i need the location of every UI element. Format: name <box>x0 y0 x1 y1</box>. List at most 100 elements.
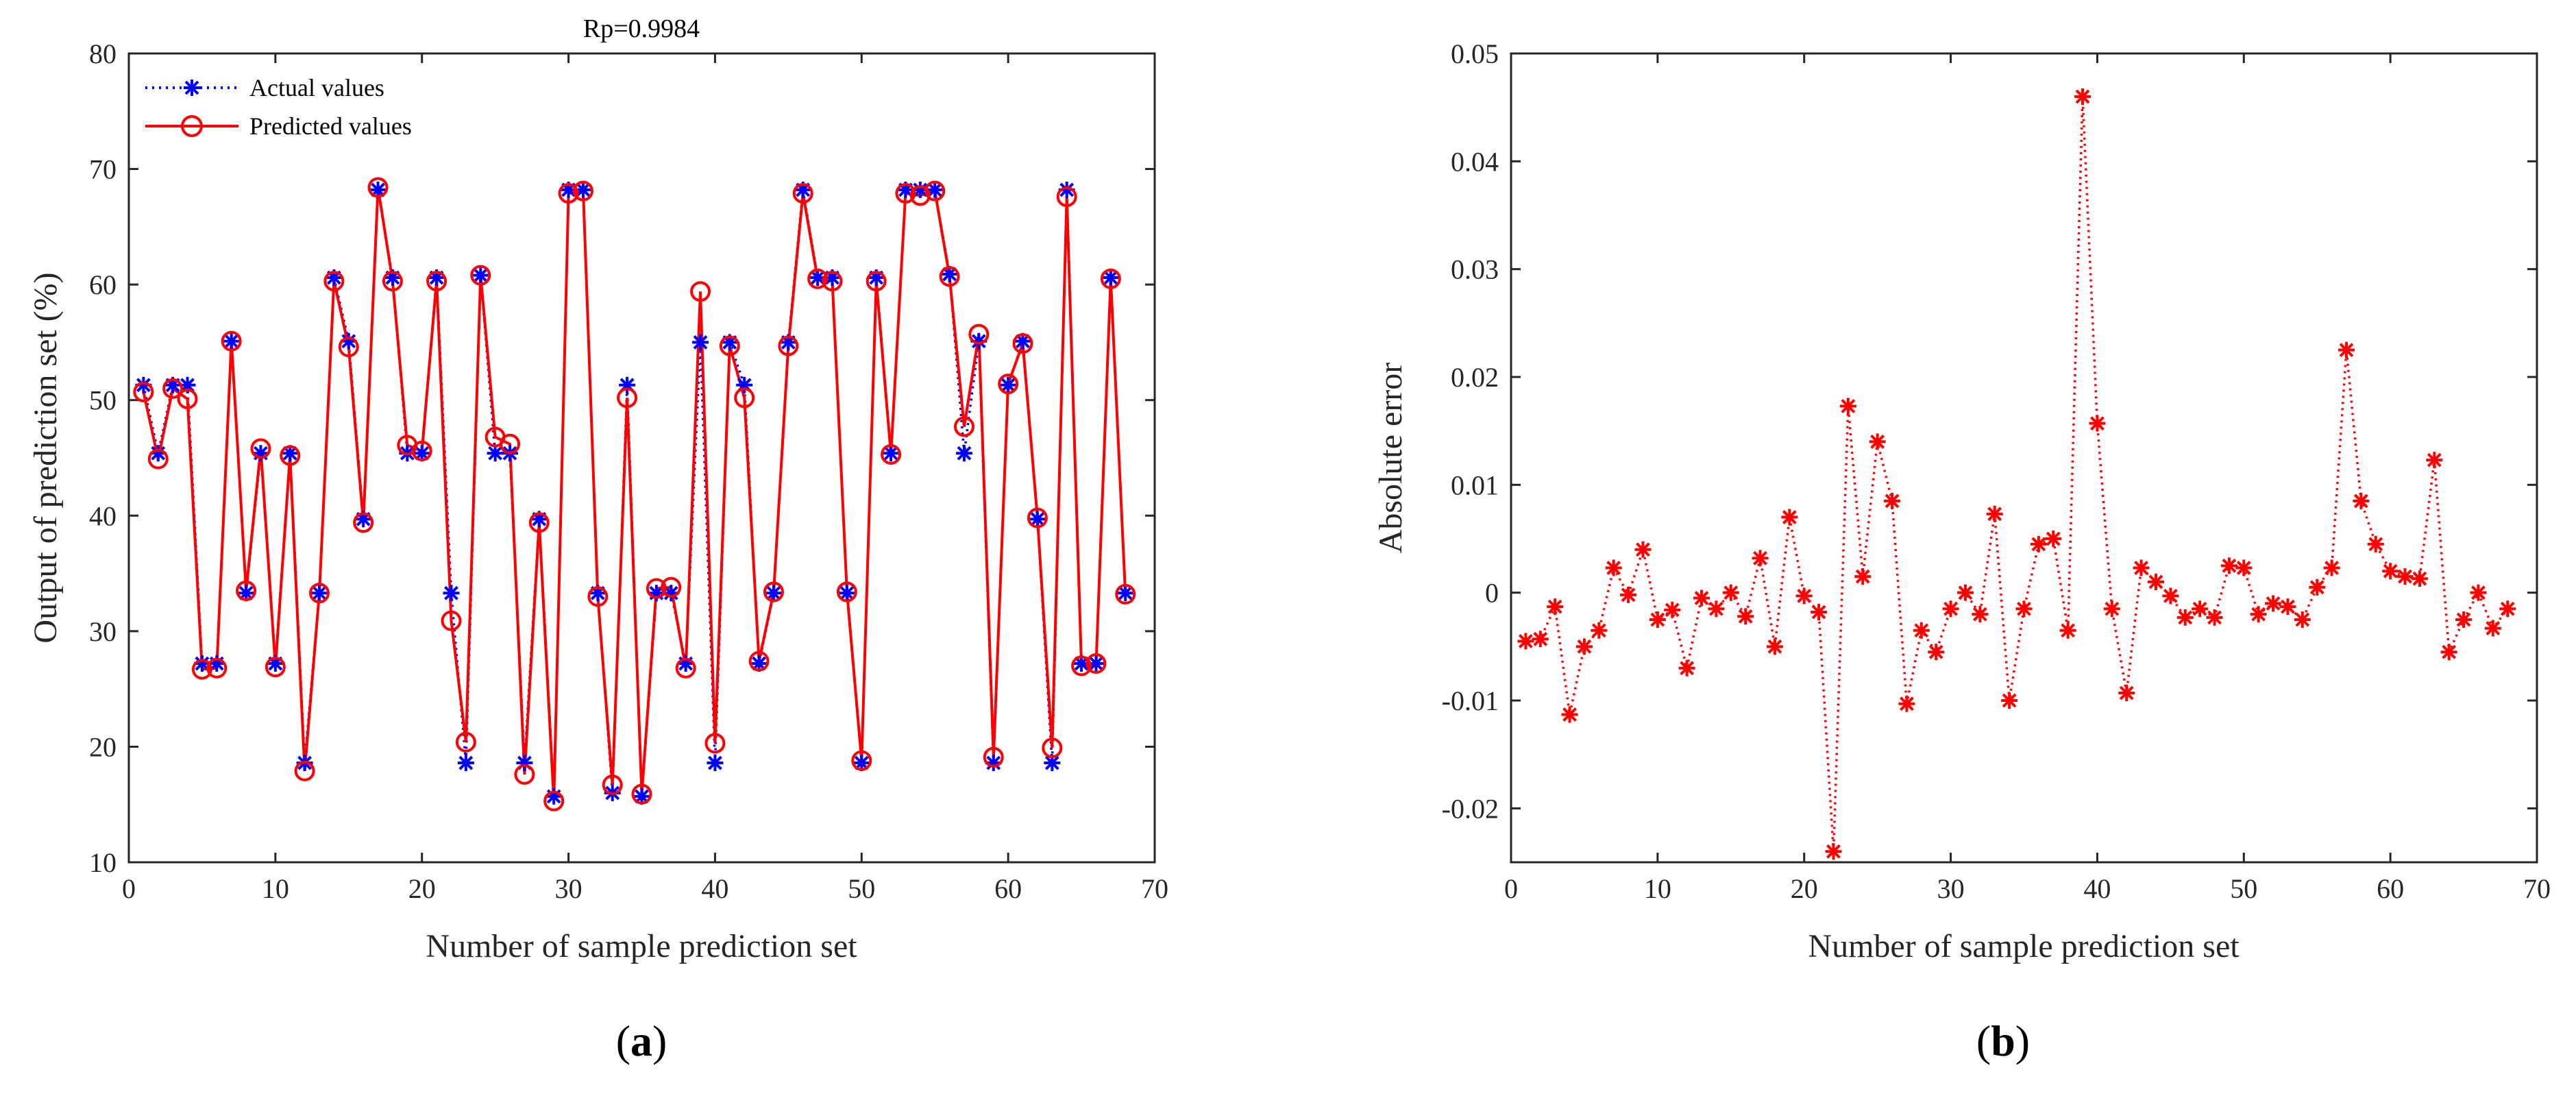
data-point-absolute-error <box>2147 573 2164 590</box>
data-point-absolute-error <box>2309 579 2326 596</box>
data-point-predicted <box>1012 333 1033 354</box>
data-point-actual-values <box>1029 511 1046 528</box>
data-point-predicted <box>1027 507 1048 528</box>
data-point-predicted <box>675 657 696 679</box>
data-point-predicted <box>558 182 579 204</box>
data-point-absolute-error <box>2103 600 2120 618</box>
y-tick-label: 0.01 <box>1451 470 1499 500</box>
data-point-absolute-error <box>2279 598 2296 616</box>
data-point-absolute-error <box>1561 706 1578 723</box>
data-point-predicted <box>382 271 403 292</box>
data-point-predicted <box>953 416 974 437</box>
data-point-absolute-error <box>2484 620 2501 637</box>
data-point-predicted <box>1115 583 1136 605</box>
data-point-absolute-error <box>2367 535 2384 552</box>
data-point-actual-values <box>1088 655 1105 672</box>
series-markers-b <box>1517 88 2516 860</box>
data-point-predicted <box>807 268 829 289</box>
data-point-predicted <box>763 581 784 602</box>
x-tick-label: 40 <box>701 873 728 904</box>
data-point-absolute-error <box>1649 611 1666 628</box>
x-tick-label: 30 <box>1937 873 1965 904</box>
legend-actual-label: Actual values <box>249 74 384 101</box>
x-tick-label: 70 <box>1141 873 1168 904</box>
legend-actual-marker <box>184 80 200 96</box>
data-point-absolute-error <box>2382 563 2399 580</box>
data-point-actual-values <box>883 445 900 462</box>
data-point-absolute-error <box>2294 611 2311 628</box>
y-tick-label: 0.05 <box>1451 38 1499 69</box>
data-point-absolute-error <box>1869 433 1886 450</box>
data-point-predicted <box>866 271 887 292</box>
data-point-absolute-error <box>1620 586 1637 603</box>
x-tick-label: 50 <box>848 873 875 904</box>
data-point-predicted <box>426 271 447 292</box>
data-point-absolute-error <box>2133 559 2150 576</box>
x-tick-label: 60 <box>994 873 1022 904</box>
data-point-predicted <box>631 783 652 805</box>
data-point-predicted <box>734 387 755 409</box>
x-tick-label: 10 <box>262 873 289 904</box>
data-point-actual-values <box>487 445 504 462</box>
y-tick-label: -0.02 <box>1442 793 1499 824</box>
data-point-predicted <box>822 271 843 292</box>
data-point-absolute-error <box>2220 557 2237 574</box>
data-point-predicted <box>690 281 711 302</box>
y-axis-label-b: Absolute error <box>1373 363 1409 554</box>
data-point-predicted <box>323 271 345 292</box>
data-point-predicted <box>968 324 990 345</box>
data-point-absolute-error <box>2411 570 2428 587</box>
data-point-actual-values <box>1000 376 1017 393</box>
chart-panel-b: 0 10 20 30 40 50 60 70 -0.02 -0.01 0 0.01 0.02 0.03 0.… <box>1373 38 2551 1065</box>
data-point-predicted <box>1100 268 1121 289</box>
x-tick-label: 0 <box>1504 873 1518 904</box>
data-point-actual-values <box>677 655 694 672</box>
data-point-predicted <box>851 750 872 771</box>
chart-panel-a: Rp=0.9984 0 10 20 30 40 50 60 70102030405060708… <box>27 14 1168 1065</box>
data-point-predicted <box>895 182 916 204</box>
y-tick-label: 50 <box>89 385 116 416</box>
data-point-actual-values <box>707 755 724 772</box>
data-point-predicted <box>939 266 960 287</box>
data-point-absolute-error <box>1884 492 1901 509</box>
data-point-predicted <box>836 581 857 602</box>
data-point-absolute-error <box>2118 684 2135 701</box>
y-tick-label: 0.02 <box>1451 362 1499 393</box>
x-tick-label: 10 <box>1644 873 1671 904</box>
data-point-absolute-error <box>2059 622 2076 639</box>
data-point-predicted <box>983 746 1004 768</box>
data-point-absolute-error <box>1942 600 1959 618</box>
data-point-actual-values <box>472 267 489 284</box>
data-point-predicted <box>998 374 1019 395</box>
data-point-actual-values <box>1102 269 1119 287</box>
data-point-absolute-error <box>2162 587 2179 605</box>
data-point-predicted <box>1056 186 1077 208</box>
data-point-absolute-error <box>1517 633 1534 650</box>
data-point-predicted <box>133 381 154 402</box>
data-point-predicted <box>280 445 301 466</box>
series-markers-a <box>133 177 1136 812</box>
data-point-absolute-error <box>1825 843 1842 860</box>
y-tick-label: 0.03 <box>1451 254 1499 285</box>
data-point-absolute-error <box>1913 622 1930 639</box>
data-point-actual-values <box>1117 585 1134 602</box>
data-point-predicted <box>353 512 374 533</box>
data-point-absolute-error <box>1986 505 2003 522</box>
x-tick-label: 0 <box>122 873 136 904</box>
x-axis-label-a: Number of sample prediction set <box>426 928 857 964</box>
data-point-actual-values <box>223 332 240 350</box>
data-point-predicted <box>792 182 813 204</box>
data-point-predicted <box>470 265 491 286</box>
legend-predicted-label: Predicted values <box>249 112 412 140</box>
data-point-actual-values <box>252 445 269 462</box>
panel-label-a: (a) <box>616 1016 667 1065</box>
data-point-absolute-error <box>1839 398 1856 415</box>
data-point-actual-values <box>927 181 944 198</box>
data-point-absolute-error <box>2235 559 2253 576</box>
data-point-predicted <box>514 764 535 785</box>
data-point-actual-values <box>692 334 709 351</box>
data-point-absolute-error <box>2074 88 2092 105</box>
data-point-actual-values <box>838 585 855 602</box>
